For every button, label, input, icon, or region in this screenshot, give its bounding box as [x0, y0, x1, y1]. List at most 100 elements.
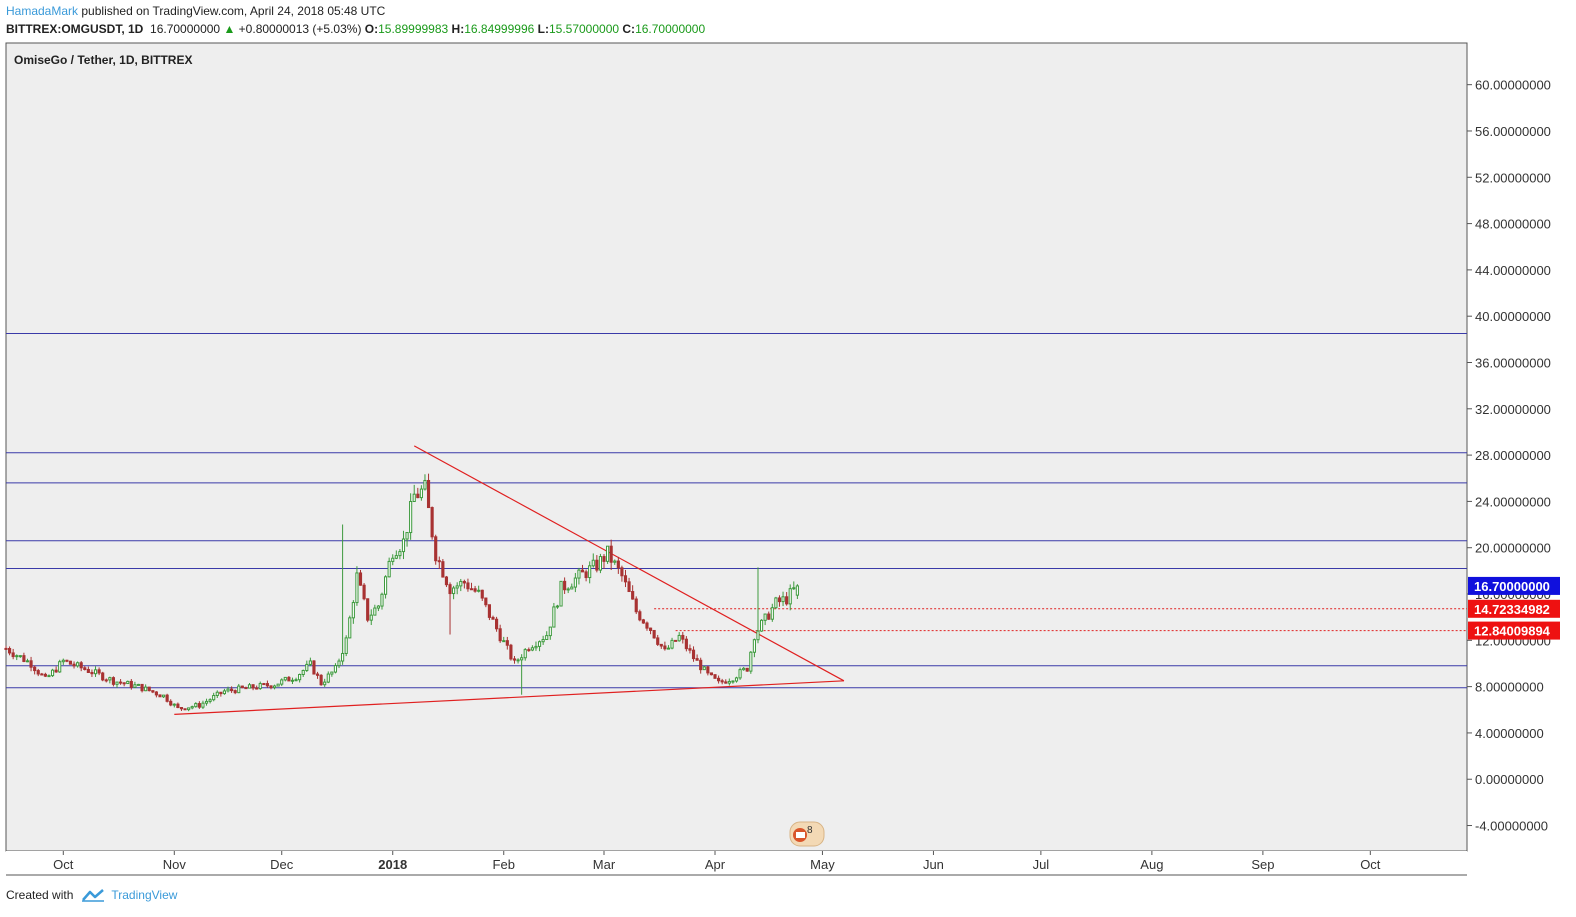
candle-body [423, 479, 427, 490]
price-tick-label: 44.00000000 [1475, 263, 1551, 278]
candle-body [326, 673, 330, 683]
candle-body [670, 639, 674, 649]
ohlc-legend: BITTREX:OMGUSDT, 1D 16.70000000 ▲ +0.800… [6, 22, 705, 37]
candle-body [699, 659, 703, 671]
candle-body [240, 685, 244, 689]
candle-body [194, 703, 198, 708]
candle-body [645, 622, 649, 629]
price-tick-label: 4.00000000 [1475, 726, 1544, 741]
candle-body [355, 572, 359, 604]
candle-body [90, 671, 94, 675]
candle-body [631, 591, 635, 600]
candle-body [466, 582, 470, 590]
level-badge: 12.84009894 [1474, 624, 1551, 639]
candle-body [666, 647, 671, 650]
time-tick-label: Sep [1251, 857, 1274, 872]
candle-body [298, 673, 302, 681]
trendline [413, 445, 845, 682]
time-tick-label: Oct [1360, 857, 1381, 872]
candle-body [358, 572, 363, 586]
candle-body [652, 629, 656, 639]
candle-body [29, 660, 33, 668]
candle-body [584, 571, 588, 579]
candle-body [573, 577, 577, 588]
open-label: O: [364, 22, 379, 36]
candle-body [580, 569, 585, 573]
candle-body [387, 560, 391, 578]
last-price-badge: 16.70000000 [1474, 579, 1550, 594]
trendline [174, 680, 844, 716]
candle-body [230, 688, 234, 692]
time-tick-label: Mar [593, 857, 616, 872]
candle-body [462, 580, 466, 584]
candle-body [688, 648, 692, 651]
author-link[interactable]: HamadaMark [6, 4, 79, 18]
candle-body [530, 647, 534, 651]
candle-body [656, 637, 660, 645]
candle-body [129, 680, 133, 688]
candle-body [187, 707, 191, 711]
candle-body [86, 668, 90, 673]
events-flag-icon[interactable]: 8 [789, 821, 825, 847]
candle-body [509, 644, 513, 660]
candle-body [348, 617, 352, 639]
candle-body [648, 627, 653, 631]
candle-body [25, 660, 30, 663]
candle-body [401, 538, 406, 553]
candle-body [713, 674, 717, 679]
candle-body [341, 652, 345, 662]
candle-body [161, 694, 166, 698]
price-tick-label: 8.00000000 [1475, 680, 1544, 695]
candle-body [498, 628, 502, 642]
low-value: 15.57000000 [548, 22, 620, 36]
published-text: published on TradingView.com, April 24, … [81, 4, 386, 18]
candle-body [36, 670, 40, 675]
price-badges: 16.70000000 14.72334982 12.84009894 [1468, 576, 1560, 640]
candle-body [785, 596, 789, 605]
candle-body [290, 679, 295, 682]
candle-body [122, 682, 126, 685]
time-tick-label: Oct [53, 857, 74, 872]
candle-body [222, 690, 227, 695]
candle-body [437, 560, 441, 563]
candle-body [677, 634, 681, 642]
candle-body [351, 602, 355, 619]
candle-body [233, 690, 237, 694]
candle-body [115, 681, 119, 685]
candle-body [448, 584, 452, 595]
candle-body [717, 677, 721, 682]
level-badge: 14.72334982 [1474, 602, 1550, 617]
candle-body [752, 639, 756, 653]
plot-area[interactable] [5, 42, 1468, 852]
candle-body [441, 561, 445, 578]
tradingview-link[interactable]: TradingView [111, 888, 178, 902]
candle-body [588, 565, 592, 579]
candle-body [344, 637, 348, 654]
price-tick-label: 60.00000000 [1475, 78, 1551, 93]
chart-title: OmiseGo / Tether, 1D, BITTREX [14, 53, 192, 67]
candle-body [333, 665, 338, 673]
candle-body [383, 576, 388, 595]
candle-body [484, 597, 488, 606]
trendlines [174, 445, 845, 716]
candle-body [487, 604, 491, 618]
candle-body [4, 647, 8, 650]
candle-body [280, 679, 284, 685]
candle-body [759, 619, 764, 632]
candle-body [738, 669, 742, 679]
candle-body [58, 661, 62, 673]
candle-body [72, 663, 76, 667]
candle-body [409, 500, 413, 534]
candle-body [394, 555, 398, 559]
candle-body [15, 655, 19, 658]
high-label: H: [451, 22, 465, 36]
candle-body [745, 667, 749, 672]
tradingview-logo-icon[interactable] [81, 888, 105, 902]
candle-body [391, 557, 395, 562]
candle-body [93, 669, 98, 675]
candle-body [724, 681, 728, 684]
time-axis[interactable]: Oct Nov Dec 2018 Feb Mar Apr May Jun Jul Aug Sep Oct [53, 851, 1381, 872]
price-tick-label: 0.00000000 [1475, 772, 1544, 787]
candle-body [176, 703, 180, 709]
